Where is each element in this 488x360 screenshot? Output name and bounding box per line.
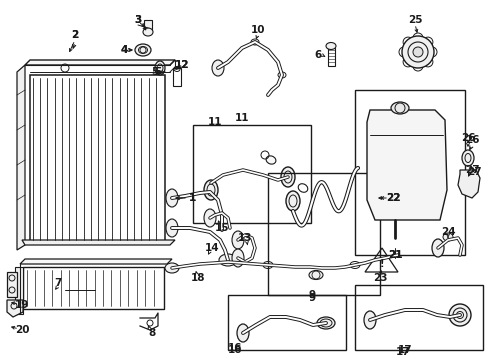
Ellipse shape — [203, 180, 218, 200]
Ellipse shape — [316, 317, 334, 329]
Text: 23: 23 — [372, 273, 386, 283]
Text: 24: 24 — [440, 227, 454, 237]
Polygon shape — [7, 300, 23, 317]
Bar — [327, 48, 334, 66]
Text: 27: 27 — [466, 167, 480, 177]
Text: 8: 8 — [148, 328, 155, 338]
Ellipse shape — [164, 263, 179, 273]
Ellipse shape — [363, 311, 375, 329]
Bar — [227, 295, 346, 350]
Text: !: ! — [379, 259, 384, 269]
Text: 1: 1 — [188, 193, 195, 203]
Circle shape — [412, 47, 422, 57]
Bar — [30, 75, 164, 242]
Text: 7: 7 — [54, 278, 61, 288]
Bar — [267, 173, 379, 295]
Text: 3: 3 — [134, 15, 142, 25]
Bar — [354, 90, 464, 255]
Text: 1: 1 — [188, 193, 195, 203]
Text: 3: 3 — [134, 15, 142, 25]
Ellipse shape — [431, 239, 443, 257]
Ellipse shape — [390, 102, 408, 114]
Text: 13: 13 — [237, 233, 252, 243]
Ellipse shape — [231, 249, 244, 267]
Ellipse shape — [448, 304, 470, 326]
Ellipse shape — [231, 231, 244, 249]
Polygon shape — [22, 240, 175, 245]
Ellipse shape — [237, 324, 248, 342]
Text: 4: 4 — [120, 45, 127, 55]
Ellipse shape — [155, 61, 164, 75]
Text: 5: 5 — [151, 67, 158, 77]
Text: 16: 16 — [227, 343, 242, 353]
Ellipse shape — [165, 219, 178, 237]
Ellipse shape — [461, 150, 473, 166]
Bar — [173, 68, 181, 86]
Text: 9: 9 — [308, 293, 315, 303]
Text: 4: 4 — [120, 45, 127, 55]
Text: 16: 16 — [227, 345, 242, 355]
Bar — [23, 267, 163, 309]
Text: 2: 2 — [71, 30, 79, 40]
Polygon shape — [20, 259, 172, 264]
Ellipse shape — [265, 156, 275, 164]
Ellipse shape — [281, 167, 294, 187]
Text: 12: 12 — [174, 60, 189, 70]
Text: 19: 19 — [15, 300, 29, 310]
Ellipse shape — [142, 28, 153, 36]
Ellipse shape — [442, 233, 452, 241]
Ellipse shape — [212, 60, 224, 76]
Bar — [193, 125, 310, 223]
Polygon shape — [7, 272, 17, 297]
Text: 22: 22 — [385, 193, 400, 203]
Text: 21: 21 — [387, 250, 402, 260]
Text: 6: 6 — [314, 50, 321, 60]
Text: 10: 10 — [250, 25, 264, 35]
Ellipse shape — [285, 191, 299, 211]
Ellipse shape — [135, 44, 151, 56]
Ellipse shape — [203, 209, 216, 227]
Polygon shape — [15, 267, 23, 314]
Text: 11: 11 — [207, 117, 222, 127]
Text: 26: 26 — [464, 135, 478, 145]
Text: 14: 14 — [204, 243, 219, 253]
Polygon shape — [366, 110, 446, 220]
Text: 5: 5 — [154, 67, 162, 77]
Ellipse shape — [308, 270, 323, 279]
Text: 26: 26 — [460, 133, 474, 143]
Bar — [354, 285, 482, 350]
Text: 2: 2 — [71, 30, 79, 40]
Text: 18: 18 — [190, 273, 205, 283]
Polygon shape — [17, 65, 25, 250]
Text: 9: 9 — [308, 290, 315, 300]
Text: 12: 12 — [174, 60, 189, 70]
Text: 20: 20 — [15, 325, 29, 335]
Polygon shape — [457, 170, 479, 198]
Text: 25: 25 — [407, 15, 421, 25]
Ellipse shape — [325, 42, 335, 50]
Text: 17: 17 — [395, 347, 409, 357]
Polygon shape — [25, 60, 175, 65]
Ellipse shape — [165, 189, 178, 207]
Text: 11: 11 — [234, 113, 249, 123]
Text: 27: 27 — [464, 165, 478, 175]
Text: 15: 15 — [214, 223, 229, 233]
Circle shape — [401, 36, 433, 68]
Text: 17: 17 — [397, 345, 411, 355]
Bar — [143, 20, 152, 30]
Text: 22: 22 — [385, 193, 400, 203]
Ellipse shape — [219, 254, 237, 266]
Text: 21: 21 — [387, 250, 402, 260]
